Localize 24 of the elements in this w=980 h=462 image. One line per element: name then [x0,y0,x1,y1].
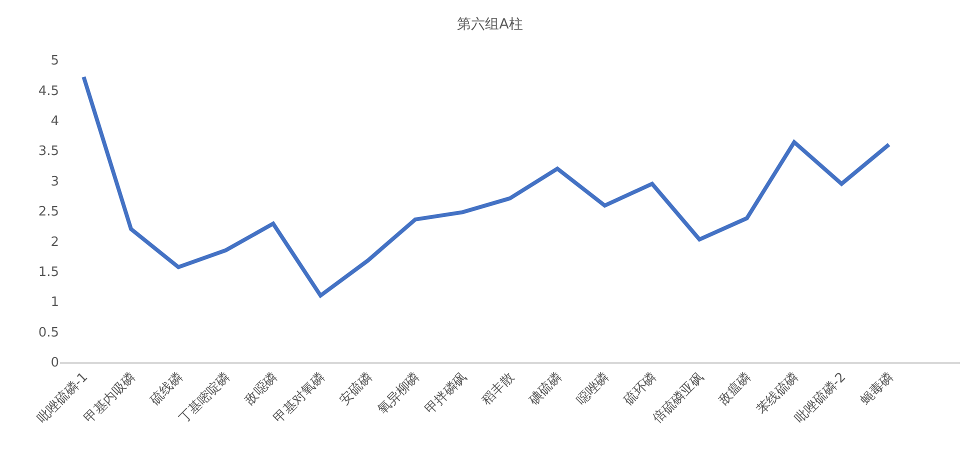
y-tick-label: 3.5 [38,144,59,160]
y-tick-label: 4.5 [38,84,59,99]
x-tick-label: 硫线磷 [148,370,186,408]
y-tick-label: 2.5 [38,204,59,220]
y-tick-label: 2 [50,234,59,250]
y-tick-label: 4 [50,114,59,129]
y-tick-label: 1 [50,295,59,310]
y-tick-label: 0 [50,356,59,371]
x-tick-label: 氧异柳磷 [375,370,423,418]
y-tick-label: 3 [50,174,59,190]
x-tick-label: 蝇毒磷 [858,370,896,408]
x-tick-label: 碘硫磷 [526,370,565,409]
x-tick-label: 硫环磷 [621,370,660,408]
y-tick-label: 5 [50,54,59,69]
y-tick-label: 1.5 [38,264,59,280]
x-tick-label: 安硫磷 [336,369,376,408]
y-tick-label: 0.5 [38,325,59,340]
x-tick-label: 甲拌磷砜 [422,370,470,418]
chart-title: 第六组A柱 [457,16,523,32]
x-tick-label: 敌瘟磷 [716,370,754,408]
x-tick-label: 噁唑磷 [574,370,612,408]
x-tick-label: 敌噁磷 [242,370,281,408]
x-tick-label: 稻丰散 [479,370,518,408]
line-series [82,74,891,298]
